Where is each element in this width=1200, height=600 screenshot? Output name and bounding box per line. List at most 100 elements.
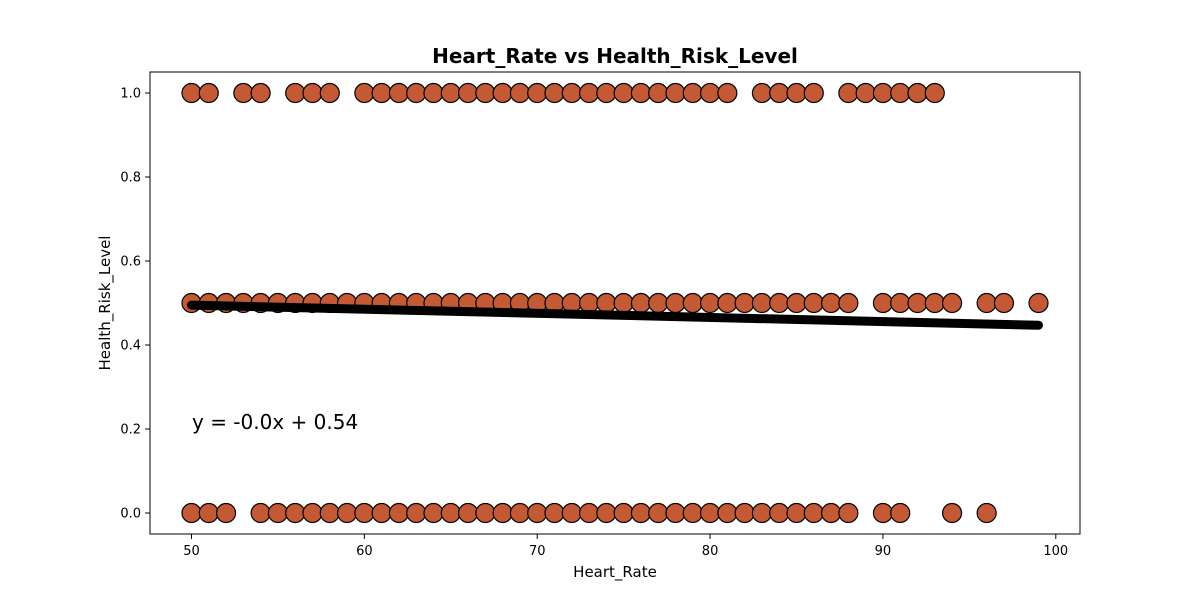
data-point bbox=[267, 502, 289, 524]
data-point bbox=[423, 502, 444, 524]
data-point bbox=[699, 292, 721, 314]
data-point bbox=[786, 82, 807, 104]
x-tick-label: 90 bbox=[875, 544, 892, 559]
y-tick-label: 0.2 bbox=[120, 423, 141, 438]
data-point bbox=[803, 292, 824, 314]
data-point bbox=[578, 502, 600, 524]
y-tick-label: 0.6 bbox=[120, 255, 141, 270]
data-point bbox=[388, 82, 410, 104]
data-point bbox=[976, 502, 997, 524]
data-point bbox=[475, 82, 496, 104]
data-point bbox=[198, 82, 219, 104]
data-point bbox=[630, 292, 652, 314]
data-point bbox=[354, 502, 375, 524]
data-point bbox=[596, 502, 617, 524]
data-point bbox=[250, 82, 271, 104]
data-point bbox=[648, 502, 669, 524]
regression-equation: y = -0.0x + 0.54 bbox=[192, 410, 358, 434]
x-tick-label: 80 bbox=[702, 544, 719, 559]
data-point bbox=[751, 292, 773, 314]
data-point bbox=[215, 502, 237, 524]
data-point bbox=[838, 502, 859, 524]
data-point bbox=[198, 502, 219, 524]
data-point bbox=[440, 82, 461, 104]
data-point bbox=[527, 82, 548, 104]
data-point bbox=[838, 82, 859, 104]
x-axis-ticks: 50 60 70 80 90 100 bbox=[183, 534, 1068, 559]
data-point bbox=[509, 502, 531, 524]
data-point bbox=[838, 292, 859, 314]
data-point bbox=[786, 292, 807, 314]
data-point bbox=[682, 82, 703, 104]
plot-frame bbox=[149, 71, 1081, 535]
data-points bbox=[181, 82, 1049, 524]
data-point bbox=[492, 82, 513, 104]
data-point bbox=[578, 292, 600, 314]
data-point bbox=[423, 82, 444, 104]
y-tick-label: 0.0 bbox=[120, 507, 141, 522]
data-point bbox=[388, 502, 410, 524]
data-point bbox=[907, 292, 928, 314]
data-point bbox=[233, 82, 254, 104]
data-point bbox=[457, 82, 479, 104]
data-point bbox=[440, 502, 461, 524]
data-point bbox=[561, 502, 582, 524]
data-point bbox=[769, 292, 790, 314]
data-point bbox=[285, 82, 306, 104]
data-point bbox=[682, 292, 703, 314]
data-point bbox=[492, 502, 513, 524]
data-point bbox=[890, 502, 911, 524]
data-point bbox=[941, 292, 963, 314]
data-point bbox=[820, 502, 842, 524]
data-point bbox=[475, 502, 496, 524]
chart-title: Heart_Rate vs Health_Risk_Level bbox=[432, 44, 798, 68]
data-point bbox=[890, 82, 911, 104]
data-point bbox=[872, 292, 894, 314]
data-point bbox=[613, 82, 634, 104]
data-point bbox=[872, 502, 894, 524]
data-point bbox=[457, 502, 479, 524]
data-point bbox=[924, 292, 945, 314]
data-point bbox=[699, 82, 721, 104]
data-point bbox=[578, 82, 600, 104]
y-tick-label: 0.4 bbox=[120, 339, 141, 354]
y-tick-label: 0.8 bbox=[120, 171, 141, 186]
data-point bbox=[803, 502, 824, 524]
regression-line bbox=[186, 300, 1044, 330]
data-point bbox=[319, 502, 340, 524]
data-point bbox=[855, 82, 876, 104]
y-tick-label: 1.0 bbox=[120, 87, 141, 102]
data-point bbox=[717, 292, 738, 314]
data-point bbox=[648, 82, 669, 104]
x-tick-label: 100 bbox=[1043, 544, 1068, 559]
data-point bbox=[354, 82, 375, 104]
data-point bbox=[717, 502, 738, 524]
data-point bbox=[596, 82, 617, 104]
data-point bbox=[596, 292, 617, 314]
data-point bbox=[527, 502, 548, 524]
data-point bbox=[613, 502, 634, 524]
data-point bbox=[613, 292, 634, 314]
data-point bbox=[630, 502, 652, 524]
data-point bbox=[941, 502, 963, 524]
data-point bbox=[751, 502, 773, 524]
data-point bbox=[976, 292, 997, 314]
data-point bbox=[371, 502, 392, 524]
data-point bbox=[250, 502, 271, 524]
x-axis-label: Heart_Rate bbox=[573, 563, 657, 582]
data-point bbox=[820, 292, 842, 314]
data-point bbox=[682, 502, 703, 524]
x-tick-label: 50 bbox=[183, 544, 200, 559]
data-point bbox=[717, 82, 738, 104]
x-tick-label: 70 bbox=[529, 544, 546, 559]
data-point bbox=[769, 502, 790, 524]
data-point bbox=[302, 502, 323, 524]
data-point bbox=[734, 292, 755, 314]
data-point bbox=[648, 292, 669, 314]
data-point bbox=[336, 502, 358, 524]
data-point bbox=[924, 82, 945, 104]
data-point bbox=[665, 82, 686, 104]
data-point bbox=[406, 82, 427, 104]
data-point bbox=[907, 82, 928, 104]
